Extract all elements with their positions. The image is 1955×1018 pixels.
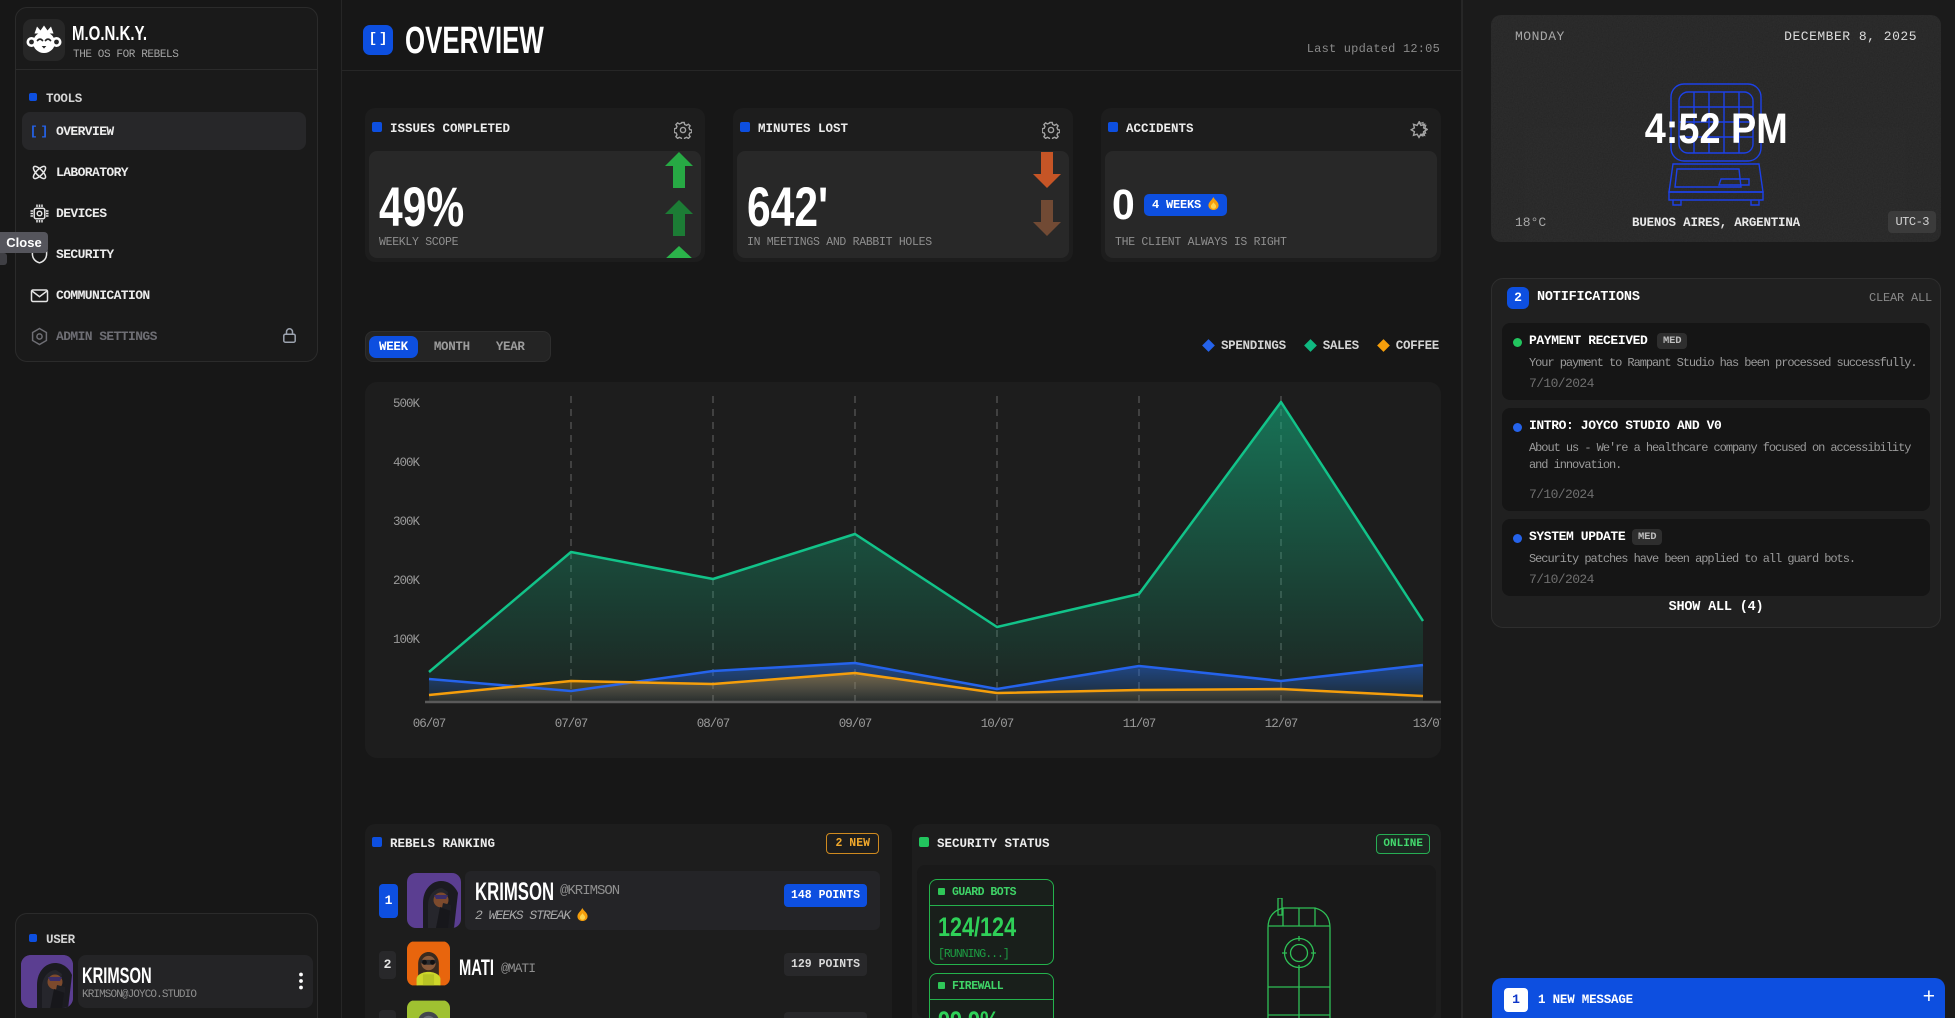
- svg-text:200K: 200K: [393, 574, 421, 588]
- svg-text:100K: 100K: [393, 633, 421, 647]
- svg-text:500K: 500K: [393, 397, 421, 411]
- svg-text:10/07: 10/07: [981, 717, 1014, 731]
- svg-text:08/07: 08/07: [697, 717, 730, 731]
- svg-text:11/07: 11/07: [1123, 717, 1156, 731]
- svg-text:13/07: 13/07: [1413, 717, 1441, 731]
- svg-text:300K: 300K: [393, 515, 421, 529]
- svg-text:06/07: 06/07: [413, 717, 446, 731]
- svg-text:400K: 400K: [393, 456, 421, 470]
- svg-text:07/07: 07/07: [555, 717, 588, 731]
- svg-text:12/07: 12/07: [1265, 717, 1298, 731]
- svg-text:09/07: 09/07: [839, 717, 872, 731]
